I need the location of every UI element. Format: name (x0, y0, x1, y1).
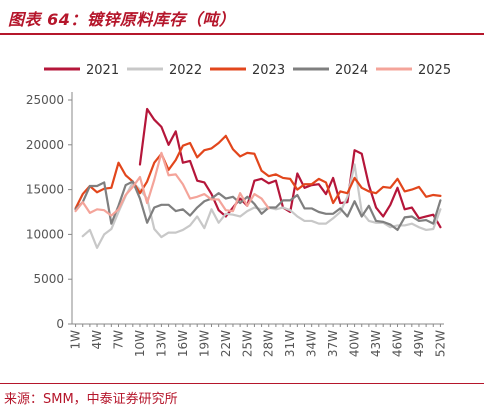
y-tick-label: 15000 (26, 183, 64, 197)
x-tick-label: 43W (369, 330, 383, 357)
x-tick-label: 34W (305, 330, 319, 357)
x-tick-label: 46W (391, 330, 405, 357)
y-tick-label: 5000 (33, 272, 64, 286)
x-tick-label: 31W (283, 330, 297, 357)
legend-label-2025: 2025 (418, 63, 451, 78)
x-tick-label: 16W (176, 330, 190, 357)
x-tick-label: 28W (262, 330, 276, 357)
x-tick-label: 7W (112, 330, 126, 350)
x-tick-label: 4W (90, 330, 104, 350)
x-tick-label: 52W (433, 330, 447, 357)
series-lines (74, 107, 442, 249)
x-tick-label: 10W (133, 330, 147, 357)
source-divider (0, 383, 484, 384)
y-tick-label: 25000 (26, 93, 64, 107)
source-note: 来源：SMM，中泰证券研究所 (4, 392, 178, 407)
page-title: 图表 64：镀锌原料库存（吨） (8, 10, 236, 29)
axes: 0 5000 10000 15000 20000 25000 1W 4W 7W 10W 13W 16W… (26, 92, 447, 357)
x-tick-label: 13W (154, 330, 168, 357)
x-tick-label: 40W (348, 330, 362, 357)
series-line-2022 (81, 163, 442, 249)
series-line-2025 (74, 151, 270, 217)
x-tick-label: 1W (69, 330, 83, 350)
title-bar: 图表 64：镀锌原料库存（吨） (0, 0, 484, 34)
legend-label-2021: 2021 (86, 63, 119, 78)
y-tick-label: 20000 (26, 138, 64, 152)
x-tick-label: 25W (240, 330, 254, 357)
legend-label-2022: 2022 (169, 63, 202, 78)
legend: 2021 2022 2023 2024 2025 (44, 63, 451, 78)
x-tick-label: 49W (412, 330, 426, 357)
title-divider (0, 33, 484, 35)
x-tick-label: 19W (197, 330, 211, 357)
line-chart: 2021 2022 2023 2024 2025 0 5000 10000 15000 2000… (26, 63, 451, 357)
x-tick-label: 37W (326, 330, 340, 357)
legend-label-2024: 2024 (335, 63, 368, 78)
x-tick-label: 22W (219, 330, 233, 357)
y-tick-label: 10000 (26, 227, 64, 241)
y-tick-label: 0 (56, 317, 64, 331)
series-line-2021 (138, 107, 442, 229)
series-line-2024 (74, 180, 442, 232)
legend-label-2023: 2023 (252, 63, 285, 78)
